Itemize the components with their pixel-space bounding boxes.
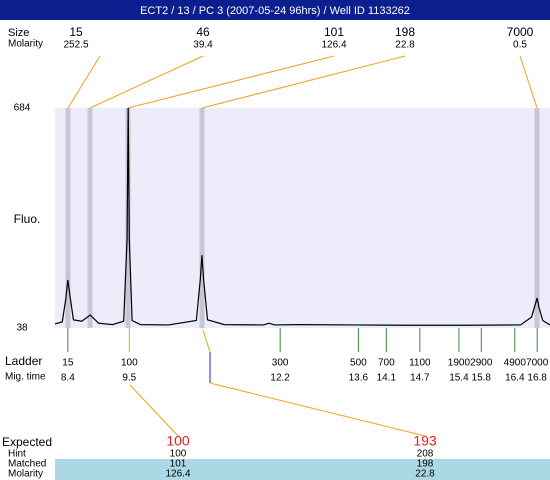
connector <box>127 55 335 109</box>
table-cell: 208 <box>417 449 434 460</box>
mig-time: 16.4 <box>505 373 525 384</box>
peak-band <box>534 108 540 328</box>
ladder-size: 15 <box>62 358 74 369</box>
row-label: Size <box>8 27 29 39</box>
row-band <box>55 459 550 480</box>
mig-time: 16.8 <box>527 373 547 384</box>
mig-time: 8.4 <box>61 373 75 384</box>
peak-band <box>87 108 93 328</box>
peak-molarity: 0.5 <box>513 40 527 51</box>
expected-size: 100 <box>166 433 190 449</box>
peak-size: 7000 <box>507 25 534 39</box>
mig-time: 9.5 <box>122 373 136 384</box>
peak-size: 15 <box>69 25 83 39</box>
row-label: Hint <box>8 449 26 460</box>
table-cell: 101 <box>170 459 187 470</box>
mig-time: 13.6 <box>349 373 369 384</box>
table-cell: 100 <box>170 449 187 460</box>
peak-band <box>125 108 131 328</box>
ladder-size: 300 <box>272 358 289 369</box>
row-label: Molarity <box>8 469 43 480</box>
peak-size: 101 <box>324 25 344 39</box>
ladder-size: 7000 <box>526 358 549 369</box>
mig-time: 12.2 <box>270 373 290 384</box>
table-cell: 22.8 <box>415 469 435 480</box>
row-label: Mig. time <box>5 372 46 383</box>
ladder-size: 1900 <box>448 358 471 369</box>
peak-molarity: 39.4 <box>193 40 213 51</box>
peak-band <box>65 108 71 328</box>
row-label: Expected <box>2 435 52 449</box>
table-cell: 198 <box>417 459 434 470</box>
connector <box>519 55 538 109</box>
connector <box>89 55 204 109</box>
ladder-size: 500 <box>350 358 367 369</box>
row-label: Molarity <box>8 39 43 50</box>
peak-size: 46 <box>196 25 210 39</box>
mig-time: 15.4 <box>449 373 469 384</box>
title-bar <box>0 0 550 20</box>
peak-molarity: 22.8 <box>395 40 415 51</box>
mig-time: 14.7 <box>410 373 430 384</box>
row-label: Matched <box>8 459 46 470</box>
ladder-size: 2900 <box>470 358 493 369</box>
connector <box>129 384 179 437</box>
y-axis-label: Fluo. <box>14 212 41 226</box>
ladder-size: 1100 <box>409 358 431 369</box>
trace <box>54 107 550 326</box>
peak-size: 198 <box>395 25 415 39</box>
ladder-size: 700 <box>378 358 395 369</box>
ladder-size: 100 <box>121 358 138 369</box>
table-cell: 126.4 <box>165 469 190 480</box>
title: ECT2 / 13 / PC 3 (2007-05-24 96hrs) / We… <box>140 5 410 17</box>
expected-size: 193 <box>413 433 437 449</box>
y-tick-label: 38 <box>16 323 28 334</box>
mig-time: 14.1 <box>377 373 397 384</box>
peak-band <box>199 108 205 328</box>
plot-area <box>55 108 550 328</box>
row-label: Ladder <box>5 354 42 368</box>
connector <box>209 382 426 437</box>
mig-time: 15.8 <box>472 373 492 384</box>
connector <box>67 55 101 109</box>
ladder-size: 4900 <box>504 358 527 369</box>
peak-molarity: 252.5 <box>63 40 88 51</box>
peak-molarity: 126.4 <box>321 40 346 51</box>
y-tick-label: 684 <box>14 103 31 114</box>
connector <box>202 329 211 353</box>
connector <box>201 55 406 109</box>
